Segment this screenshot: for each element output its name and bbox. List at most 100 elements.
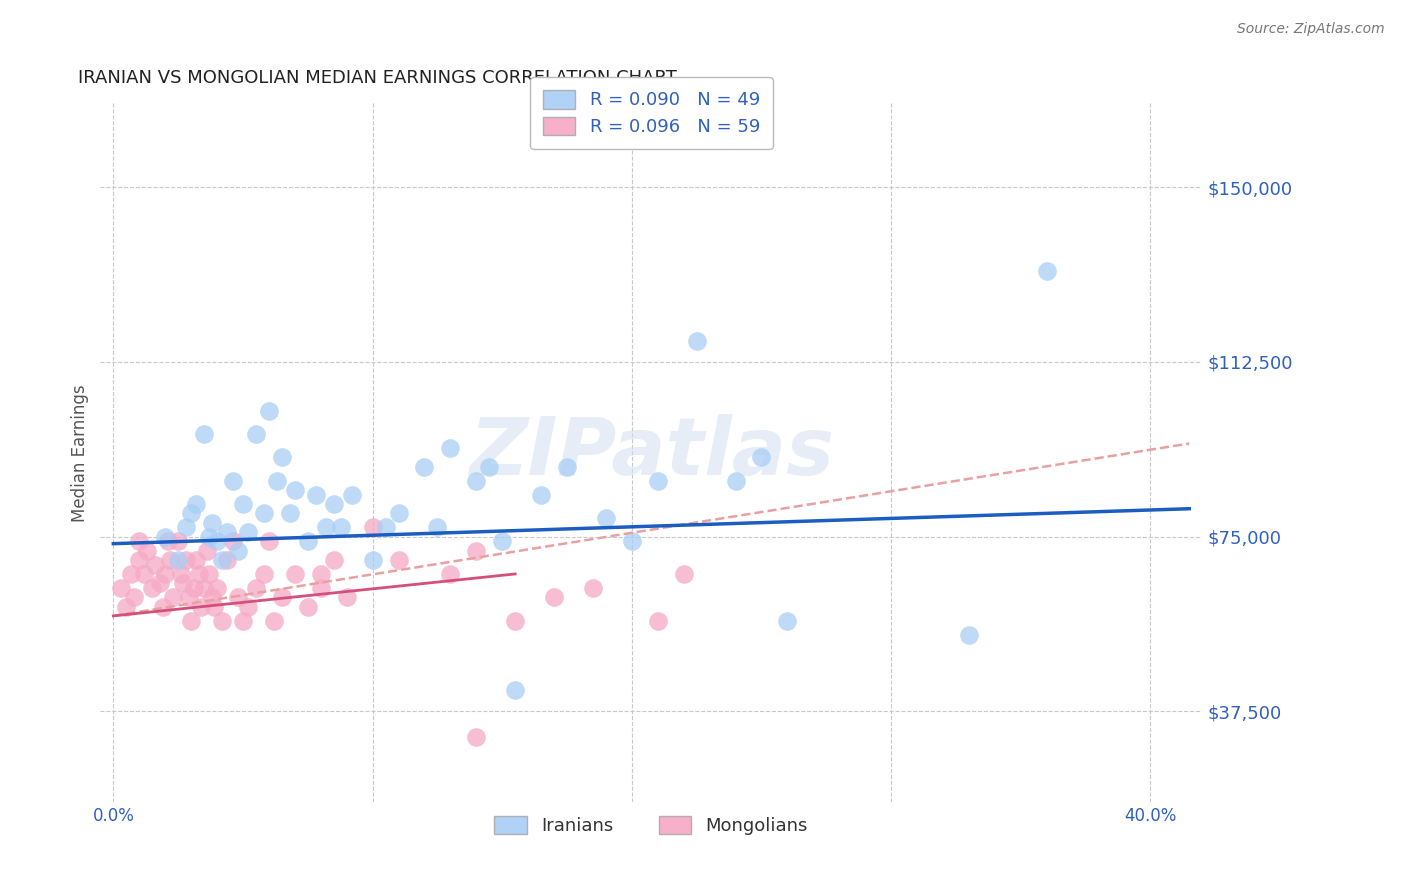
Point	[309, 581, 332, 595]
Point	[776, 614, 799, 628]
Point	[724, 474, 747, 488]
Point	[236, 599, 259, 614]
Point	[257, 534, 280, 549]
Point	[478, 459, 501, 474]
Point	[336, 591, 359, 605]
Point	[304, 488, 326, 502]
Point	[582, 581, 605, 595]
Point	[361, 553, 384, 567]
Point	[503, 683, 526, 698]
Point	[143, 558, 166, 572]
Point	[543, 591, 565, 605]
Point	[187, 566, 209, 581]
Point	[620, 534, 643, 549]
Point	[221, 474, 243, 488]
Point	[465, 543, 488, 558]
Point	[309, 566, 332, 581]
Point	[465, 474, 488, 488]
Point	[270, 591, 292, 605]
Point	[217, 524, 239, 539]
Point	[186, 497, 208, 511]
Point	[201, 591, 224, 605]
Point	[1035, 264, 1057, 278]
Point	[153, 566, 176, 581]
Legend: Iranians, Mongolians: Iranians, Mongolians	[488, 808, 815, 842]
Point	[136, 543, 159, 558]
Point	[361, 520, 384, 534]
Point	[211, 614, 233, 628]
Point	[685, 334, 707, 348]
Point	[647, 614, 669, 628]
Point	[201, 516, 224, 530]
Point	[221, 534, 243, 549]
Point	[503, 614, 526, 628]
Point	[672, 566, 695, 581]
Point	[374, 520, 396, 534]
Point	[153, 530, 176, 544]
Point	[647, 474, 669, 488]
Point	[491, 534, 513, 549]
Point	[270, 450, 292, 465]
Point	[205, 534, 228, 549]
Point	[387, 507, 409, 521]
Point	[266, 474, 288, 488]
Text: Source: ZipAtlas.com: Source: ZipAtlas.com	[1237, 22, 1385, 37]
Point	[284, 483, 307, 497]
Point	[595, 511, 617, 525]
Point	[322, 497, 344, 511]
Point	[141, 581, 163, 595]
Point	[170, 566, 193, 581]
Point	[180, 614, 202, 628]
Point	[162, 591, 184, 605]
Point	[193, 581, 215, 595]
Point	[297, 599, 319, 614]
Point	[465, 730, 488, 744]
Point	[413, 459, 436, 474]
Point	[121, 566, 143, 581]
Point	[198, 566, 221, 581]
Point	[195, 543, 218, 558]
Point	[128, 553, 150, 567]
Text: IRANIAN VS MONGOLIAN MEDIAN EARNINGS CORRELATION CHART: IRANIAN VS MONGOLIAN MEDIAN EARNINGS COR…	[79, 69, 678, 87]
Point	[172, 576, 194, 591]
Point	[159, 553, 181, 567]
Point	[156, 534, 179, 549]
Point	[115, 599, 138, 614]
Point	[149, 576, 172, 591]
Point	[530, 488, 553, 502]
Point	[167, 553, 190, 567]
Point	[211, 553, 233, 567]
Point	[152, 599, 174, 614]
Point	[236, 524, 259, 539]
Point	[439, 566, 461, 581]
Point	[205, 581, 228, 595]
Point	[122, 591, 145, 605]
Point	[387, 553, 409, 567]
Y-axis label: Median Earnings: Median Earnings	[72, 384, 89, 522]
Point	[439, 441, 461, 455]
Point	[245, 427, 267, 442]
Point	[174, 520, 197, 534]
Point	[957, 627, 980, 641]
Point	[751, 450, 773, 465]
Point	[226, 591, 249, 605]
Point	[180, 507, 202, 521]
Point	[190, 599, 212, 614]
Point	[226, 543, 249, 558]
Point	[186, 553, 208, 567]
Point	[297, 534, 319, 549]
Point	[330, 520, 353, 534]
Point	[193, 427, 215, 442]
Point	[555, 459, 578, 474]
Point	[174, 553, 197, 567]
Point	[167, 534, 190, 549]
Point	[315, 520, 337, 534]
Point	[110, 581, 132, 595]
Point	[245, 581, 267, 595]
Point	[177, 591, 200, 605]
Point	[426, 520, 449, 534]
Point	[322, 553, 344, 567]
Point	[253, 507, 276, 521]
Point	[217, 553, 239, 567]
Text: ZIPatlas: ZIPatlas	[468, 414, 834, 491]
